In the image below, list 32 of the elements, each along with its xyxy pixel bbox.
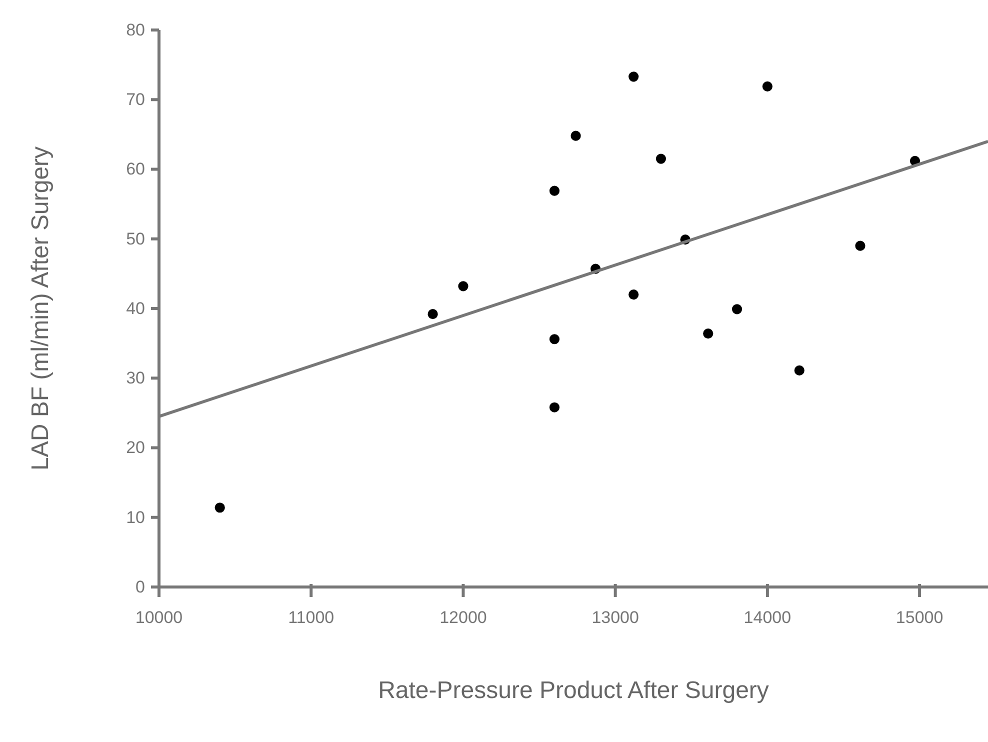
y-tick-label: 50 xyxy=(126,229,145,248)
x-tick-label: 13000 xyxy=(592,608,639,628)
y-tick-label: 70 xyxy=(126,90,145,110)
point xyxy=(549,334,560,344)
x-tick-label: 15000 xyxy=(896,608,944,628)
y-tick-label: 80 xyxy=(126,20,145,40)
y-tick-label: 30 xyxy=(126,368,145,388)
point xyxy=(656,154,666,164)
x-tick-label: 11000 xyxy=(288,608,334,628)
y-tick-label: 10 xyxy=(126,508,145,527)
x-axis-title: Rate-Pressure Product After Surgery xyxy=(378,677,769,704)
y-axis-title: LAD BF (ml/min) After Surgery xyxy=(27,146,54,471)
point xyxy=(628,290,639,300)
y-tick-label: 0 xyxy=(136,577,145,596)
point xyxy=(703,328,714,339)
point xyxy=(794,365,804,376)
y-tick-label: 20 xyxy=(126,438,145,458)
x-tick-label: 14000 xyxy=(744,608,792,628)
x-tick-label: 10000 xyxy=(135,608,183,628)
point xyxy=(628,72,639,82)
point xyxy=(214,502,225,513)
point xyxy=(570,130,581,141)
point xyxy=(762,81,772,92)
y-tick-label: 40 xyxy=(126,298,145,318)
point xyxy=(549,186,560,196)
point xyxy=(458,281,468,292)
x-tick-label: 12000 xyxy=(440,608,487,628)
point xyxy=(855,240,866,251)
point xyxy=(732,304,742,314)
y-tick-label: 60 xyxy=(126,160,145,179)
point xyxy=(428,309,438,320)
point xyxy=(549,402,560,412)
